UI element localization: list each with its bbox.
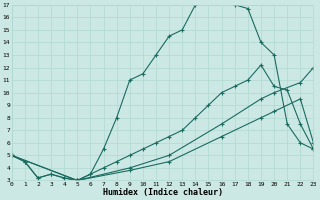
X-axis label: Humidex (Indice chaleur): Humidex (Indice chaleur) (103, 188, 223, 197)
